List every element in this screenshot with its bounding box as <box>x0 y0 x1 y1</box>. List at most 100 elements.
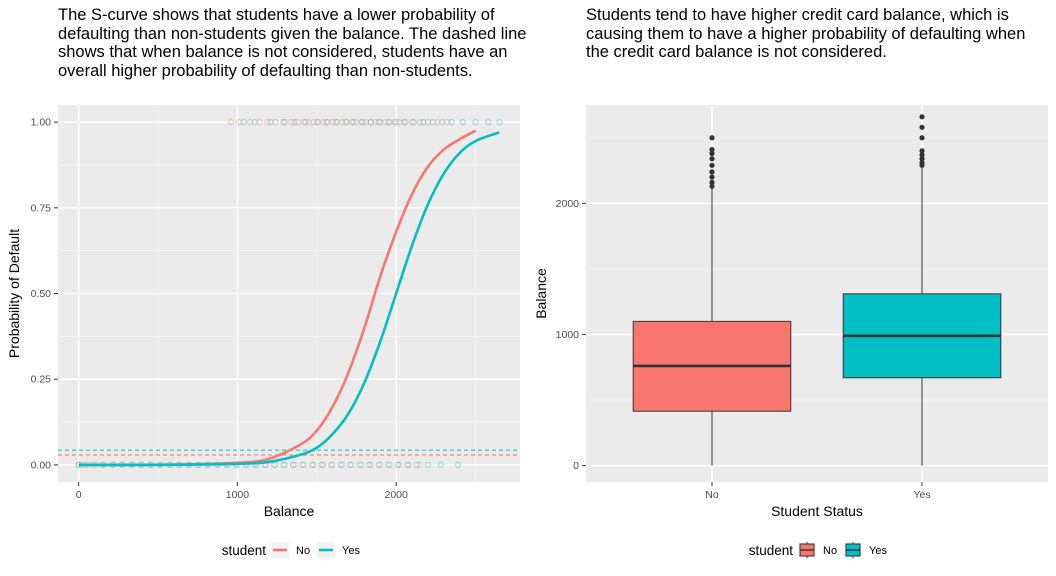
left-point-default-student <box>280 118 287 126</box>
left-point-nodefault-no-student <box>272 461 279 469</box>
box-outlier-no <box>709 150 715 157</box>
left-point-default-no-student <box>300 118 308 126</box>
right-y-tick-label: 0 <box>573 460 579 472</box>
left-point-default-no-student <box>310 118 317 126</box>
box-outlier-no <box>709 156 715 162</box>
right-x-tick-label: No <box>705 489 719 501</box>
left-point-default-student <box>385 118 392 126</box>
left-point-nodefault-no-student <box>358 461 365 469</box>
left-point-default-no-student <box>434 118 441 126</box>
left-x-tick-label: 0 <box>76 489 82 501</box>
left-point-nodefault-student <box>375 461 382 469</box>
left-point-default-no-student <box>381 118 389 126</box>
left-point-default-student <box>240 118 247 126</box>
left-point-default-student <box>367 118 374 126</box>
left-point-default-student <box>375 118 382 126</box>
left-point-default-no-student <box>396 118 403 126</box>
left-point-nodefault-student <box>437 461 444 469</box>
left-point-default-no-student <box>402 118 409 126</box>
box-outlier-no <box>709 183 715 189</box>
box-outlier-no <box>709 146 715 153</box>
left-point-default-student <box>291 118 298 126</box>
left-legend-label-no: No <box>296 545 310 557</box>
left-point-default-no-student <box>358 118 365 126</box>
left-point-nodefault-no-student <box>310 461 317 469</box>
left-point-default-student <box>313 118 320 126</box>
left-point-default-student <box>496 118 503 126</box>
left-point-default-no-student <box>329 118 336 126</box>
left-point-default-student <box>448 118 455 126</box>
left-point-default-student <box>429 118 436 126</box>
left-point-default-student <box>459 118 467 126</box>
left-point-nodefault-student <box>413 461 421 469</box>
box-outlier-yes <box>919 160 925 166</box>
left-point-default-no-student <box>348 118 355 126</box>
left-point-default-no-student <box>235 118 243 126</box>
left-point-nodefault-no-student <box>338 461 346 469</box>
box-outlier-yes <box>919 152 925 158</box>
left-point-nodefault-no-student <box>386 461 394 469</box>
left-point-nodefault-student <box>385 461 392 469</box>
left-x-tick-label: 2000 <box>384 489 408 501</box>
left-point-default-no-student <box>353 118 360 126</box>
left-point-default-no-student <box>264 118 271 126</box>
left-point-default-student <box>359 118 367 126</box>
box-outlier-no <box>709 169 715 175</box>
box-outlier-yes <box>919 135 925 141</box>
left-point-nodefault-student <box>404 461 411 469</box>
right-x-axis-title: Student Status <box>771 503 863 519</box>
left-point-nodefault-student <box>308 461 316 469</box>
left-point-default-no-student <box>227 118 235 126</box>
left-point-default-student <box>342 118 349 126</box>
left-y-tick-label: 0.75 <box>31 202 52 214</box>
left-point-nodefault-student <box>337 461 344 469</box>
left-point-nodefault-student <box>289 461 297 469</box>
box-outlier-yes <box>919 156 925 162</box>
left-point-default-student <box>350 118 357 126</box>
box-outlier-no <box>709 179 715 185</box>
left-point-nodefault-student <box>280 461 287 469</box>
left-series-line-no <box>78 129 477 467</box>
left-y-tick-label: 0.50 <box>31 288 52 300</box>
left-point-default-no-student <box>334 118 341 126</box>
left-point-default-no-student <box>367 118 374 126</box>
right-y-tick-label: 2000 <box>556 198 580 210</box>
box-outlier-yes <box>919 114 925 120</box>
left-point-default-student <box>392 118 400 126</box>
left-point-default-student <box>332 118 340 126</box>
left-point-nodefault-no-student <box>329 461 336 469</box>
left-point-nodefault-student <box>356 461 363 469</box>
left-point-default-no-student <box>372 118 379 126</box>
left-point-nodefault-student <box>454 461 462 469</box>
left-point-default-no-student <box>305 118 313 126</box>
left-point-default-student <box>251 118 259 126</box>
left-point-nodefault-no-student <box>281 461 289 469</box>
left-point-default-no-student <box>391 118 398 126</box>
left-point-nodefault-no-student <box>416 461 424 469</box>
left-point-default-student <box>267 118 274 126</box>
left-point-nodefault-student <box>424 461 432 469</box>
left-point-default-student <box>439 118 446 126</box>
left-point-nodefault-student <box>318 461 325 469</box>
left-point-nodefault-no-student <box>377 461 384 469</box>
left-point-default-student <box>323 118 330 126</box>
left-point-default-no-student <box>362 118 370 126</box>
left-y-tick-label: 1.00 <box>31 117 52 129</box>
right-legend-label-no: No <box>823 545 837 557</box>
right-x-tick-label: Yes <box>913 489 930 501</box>
left-point-nodefault-student <box>299 461 306 469</box>
left-point-default-no-student <box>272 118 279 126</box>
left-point-default-no-student <box>294 118 301 126</box>
left-point-default-no-student <box>343 118 351 126</box>
box-outlier-no <box>709 162 715 168</box>
left-point-default-student <box>400 118 408 126</box>
left-point-default-no-student <box>288 118 295 126</box>
left-point-default-no-student <box>324 118 332 126</box>
right-y-axis-title: Balance <box>533 268 549 319</box>
left-point-nodefault-no-student <box>300 461 308 469</box>
left-point-default-no-student <box>319 118 327 126</box>
left-point-nodefault-no-student <box>291 461 298 469</box>
box-outlier-no <box>709 174 715 180</box>
left-point-default-no-student <box>246 118 254 126</box>
